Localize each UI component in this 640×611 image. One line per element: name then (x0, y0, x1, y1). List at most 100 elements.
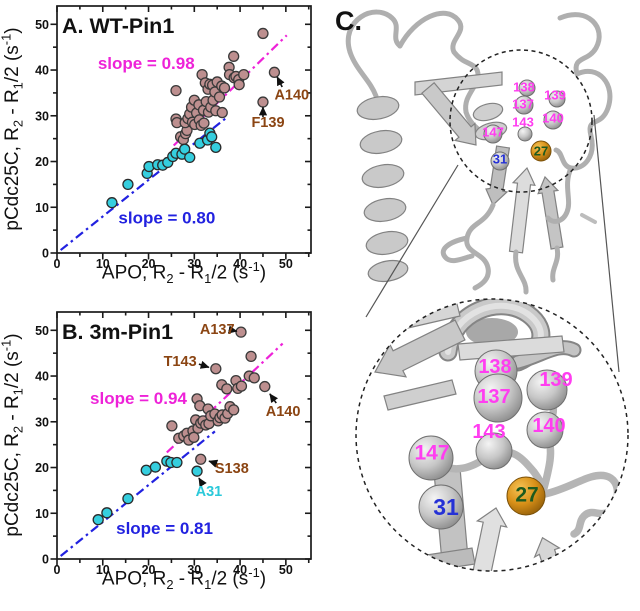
svg-text:0: 0 (54, 257, 61, 271)
data-point-cyan (106, 197, 118, 209)
svg-text:A. WT-Pin1: A. WT-Pin1 (62, 14, 174, 38)
data-point-tan (166, 420, 178, 432)
tick-labels: 00 10 10 20 20 30 30 40 40 50 50 (35, 324, 293, 577)
residue-sphere-143 (475, 432, 513, 470)
residue-label-138: 138 (478, 356, 511, 378)
residue-label-27: 27 (534, 144, 548, 159)
panel-c-label: C. (335, 6, 362, 36)
svg-text:slope = 0.98: slope = 0.98 (98, 54, 195, 73)
data-point-cyan (171, 456, 183, 469)
data-point-tan (233, 79, 245, 91)
residue-label-140: 140 (542, 111, 564, 126)
series-tan (166, 326, 271, 465)
residue-sphere-140 (526, 411, 564, 449)
svg-text:30: 30 (35, 109, 49, 123)
svg-text:0: 0 (42, 553, 49, 567)
svg-text:0: 0 (54, 563, 61, 577)
residue-label-137: 137 (512, 97, 534, 112)
svg-text:A140: A140 (274, 88, 309, 104)
protein-cartoon-inset (374, 299, 622, 571)
tick-labels: 00 10 10 20 20 30 30 40 40 50 50 (35, 18, 293, 271)
helix-inner (466, 318, 518, 346)
beta-strand-arrow (421, 81, 477, 146)
loop-tube (397, 10, 464, 55)
axis-ticks (50, 6, 311, 260)
svg-text:T143: T143 (164, 354, 197, 370)
slope-labels: slope = 0.98 slope = 0.80 (98, 54, 215, 227)
svg-text:slope = 0.80: slope = 0.80 (118, 208, 215, 227)
beta-strand-arrow (537, 175, 564, 250)
data-point-tan (257, 96, 269, 108)
svg-text:30: 30 (187, 563, 201, 577)
residue-label-137: 137 (477, 386, 510, 408)
data-point-tan (213, 91, 226, 103)
annotations: A140 F139 (251, 76, 309, 131)
data-point-cyan (92, 514, 104, 526)
plot-frame (56, 311, 312, 560)
data-point-cyan (191, 465, 203, 477)
panel-title: A. WT-Pin1 (62, 14, 174, 38)
magnifier-line-right (593, 114, 620, 373)
protein-structure: 138 137 139 140 143 147 31 27 138 137 139 140 143 14… (345, 9, 629, 572)
residue-label-31: 31 (493, 152, 507, 167)
panel-title: B. 3m-Pin1 (62, 320, 173, 344)
svg-text:40: 40 (233, 257, 247, 271)
residue-markers-top: 138 137 139 140 143 147 31 27 (482, 79, 566, 171)
beta-strand-arrow (374, 319, 466, 378)
data-point-cyan (122, 492, 134, 505)
svg-text:40: 40 (233, 563, 247, 577)
protein-cartoon-top (345, 9, 613, 295)
data-point-tan (248, 372, 260, 384)
residue-label-147: 147 (482, 125, 504, 140)
data-point-tan (198, 117, 210, 129)
svg-text:0: 0 (42, 247, 49, 261)
loop-tube (430, 448, 548, 496)
slope-labels: slope = 0.94 slope = 0.81 (90, 389, 213, 538)
beta-strand-arrow (508, 166, 536, 254)
data-point-tan (235, 326, 247, 338)
series-cyan (106, 127, 222, 209)
data-point-cyan (149, 461, 162, 473)
loop-tube (513, 249, 529, 295)
residue-sphere-137 (473, 373, 523, 423)
data-point-tan (221, 383, 233, 395)
residue-label-147: 147 (414, 442, 449, 465)
residue-sphere-139 (548, 90, 566, 108)
loop-tube (541, 471, 622, 538)
svg-text:A31: A31 (196, 484, 223, 500)
svg-text:20: 20 (142, 563, 156, 577)
svg-text:slope = 0.94: slope = 0.94 (90, 389, 187, 408)
svg-text:40: 40 (35, 370, 49, 384)
beta-strand-arrow (472, 507, 508, 571)
svg-text:B. 3m-Pin1: B. 3m-Pin1 (62, 320, 173, 344)
panel-a-y-axis-label: pCdc25C, R2 - R1/2 (s-1) (0, 27, 26, 231)
svg-text:20: 20 (142, 257, 156, 271)
svg-text:50: 50 (35, 18, 49, 32)
residue-sphere-140 (543, 110, 563, 130)
beta-strand-arrow (533, 536, 563, 571)
data-point-cyan (184, 151, 196, 164)
data-point-tan (259, 380, 271, 393)
panel-a-x-axis-label: APO, R2 - R1/2 (s-1) (101, 259, 267, 287)
data-point-tan (210, 363, 222, 375)
residue-sphere-139 (526, 369, 568, 411)
svg-text:30: 30 (35, 415, 49, 429)
svg-text:A140: A140 (266, 404, 301, 420)
zoom-region-circle (449, 49, 593, 193)
loop-tube (557, 12, 602, 77)
data-point-tan (238, 68, 250, 81)
panel-b-y-axis-label: pCdc25C, R2 - R1/2 (s-1) (0, 333, 26, 537)
zoom-inset-circle (355, 298, 629, 572)
axis-ticks (50, 312, 311, 566)
residue-label-139: 139 (539, 369, 572, 391)
data-point-tan (245, 350, 257, 363)
series-tan (170, 27, 281, 146)
beta-strand (419, 547, 476, 571)
residue-sphere-31 (418, 484, 464, 530)
loop-tube (347, 49, 379, 99)
residue-markers-inset: 138 137 139 140 143 147 31 27 (408, 349, 573, 530)
data-point-cyan (140, 464, 152, 476)
panel-b: 0 0 10 10 20 20 30 30 40 40 50 50 slope = 0.94 slope … (0, 306, 320, 611)
